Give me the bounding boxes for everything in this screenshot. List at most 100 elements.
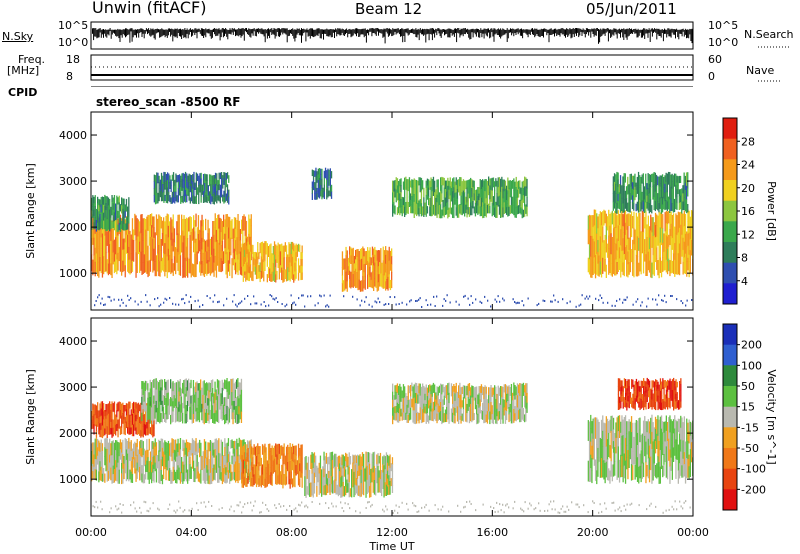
power-data-cell (627, 238, 629, 252)
velocity-data-cell (654, 416, 657, 430)
power-data-cell (444, 189, 447, 198)
power-data-cell (187, 238, 189, 259)
power-data-cell (103, 220, 105, 229)
power-data-cell (664, 183, 666, 193)
velocity-data-cell (123, 405, 125, 413)
velocity-data-cell (620, 454, 622, 467)
velocity-data-cell (228, 381, 231, 396)
velocity-data-cell (423, 403, 425, 414)
velocity-data-cell (233, 448, 236, 457)
power-ground-cell (202, 304, 204, 306)
power-data-cell (104, 235, 106, 255)
velocity-data-cell (299, 471, 301, 480)
velocity-data-cell (390, 478, 392, 487)
power-data-cell (663, 233, 665, 253)
power-data-cell (113, 250, 116, 263)
power-data-cell (522, 195, 525, 203)
velocity-data-cell (189, 442, 191, 451)
power-data-cell (612, 213, 615, 229)
velocity-data-cell (124, 416, 126, 424)
power-data-cell (644, 239, 646, 251)
power-data-cell (131, 228, 134, 240)
power-data-cell (412, 204, 414, 214)
power-data-cell (320, 190, 322, 197)
power-data-cell (501, 176, 503, 188)
power-data-cell (609, 260, 611, 274)
power-data-cell (443, 207, 445, 218)
nsky-bar (294, 29, 296, 42)
power-data-cell (373, 248, 375, 258)
power-data-cell (615, 203, 617, 214)
velocity-data-cell (430, 394, 432, 404)
power-data-cell (249, 264, 252, 272)
power-data-cell (657, 201, 659, 211)
velocity-data-cell (121, 427, 123, 435)
power-data-cell (526, 206, 528, 217)
power-ground-cell (637, 298, 639, 301)
nsky-bar (174, 28, 176, 38)
power-data-cell (497, 186, 499, 197)
power-data-cell (321, 168, 323, 180)
power-data-cell (379, 262, 381, 275)
velocity-data-cell (179, 471, 182, 484)
power-data-cell (689, 216, 691, 229)
power-data-cell (135, 227, 137, 241)
nsky-bar (581, 29, 583, 36)
power-data-cell (275, 267, 277, 275)
velocity-data-cell (231, 378, 233, 393)
power-data-cell (640, 231, 642, 253)
nsky-bar (295, 29, 297, 38)
power-data-cell (289, 262, 291, 273)
power-data-cell (674, 259, 676, 277)
velocity-data-cell (172, 381, 174, 392)
power-data-cell (198, 175, 200, 186)
velocity-data-cell (127, 427, 129, 434)
power-data-cell (142, 262, 144, 274)
power-data-cell (160, 191, 163, 202)
power-data-cell (516, 205, 519, 215)
power-data-cell (343, 258, 345, 270)
power-data-cell (521, 181, 523, 191)
nsky-bar (568, 29, 570, 36)
velocity-data-cell (658, 419, 660, 442)
power-data-cell (100, 254, 102, 274)
velocity-data-cell (235, 451, 237, 462)
nsky-bar (274, 28, 276, 39)
velocity-data-cell (155, 412, 157, 425)
nsky-bar (680, 29, 682, 34)
nsky-bar (602, 28, 604, 35)
velocity-data-cell (158, 382, 160, 396)
power-data-cell (188, 173, 190, 183)
power-data-cell (228, 196, 230, 205)
power-data-cell (273, 254, 276, 269)
power-data-cell (608, 222, 610, 237)
power-data-cell (509, 180, 511, 189)
velocity-data-cell (196, 466, 198, 479)
power-ground-cell (682, 302, 684, 305)
velocity-data-cell (148, 438, 150, 451)
power-data-cell (659, 197, 661, 209)
power-data-cell (215, 218, 218, 231)
velocity-data-cell (325, 473, 328, 485)
power-data-cell (622, 262, 624, 276)
power-data-cell (212, 184, 214, 195)
power-data-cell (97, 234, 99, 249)
nsky-bar (353, 29, 355, 34)
velocity-data-cell (219, 390, 221, 401)
velocity-data-cell (165, 389, 167, 399)
velocity-data-cell (186, 380, 189, 392)
velocity-data-cell (435, 399, 437, 407)
power-data-cell (101, 233, 104, 249)
freq-tick-top: 18 (66, 53, 80, 66)
power-data-cell (647, 195, 649, 204)
velocity-data-cell (207, 405, 209, 414)
velocity-data-cell (104, 422, 106, 429)
power-data-cell (181, 179, 183, 186)
power-data-cell (94, 261, 96, 277)
power-ground-cell (464, 294, 466, 297)
power-data-cell (402, 205, 405, 214)
velocity-data-cell (675, 419, 677, 440)
power-data-cell (123, 198, 125, 206)
nsky-bar (244, 28, 246, 32)
